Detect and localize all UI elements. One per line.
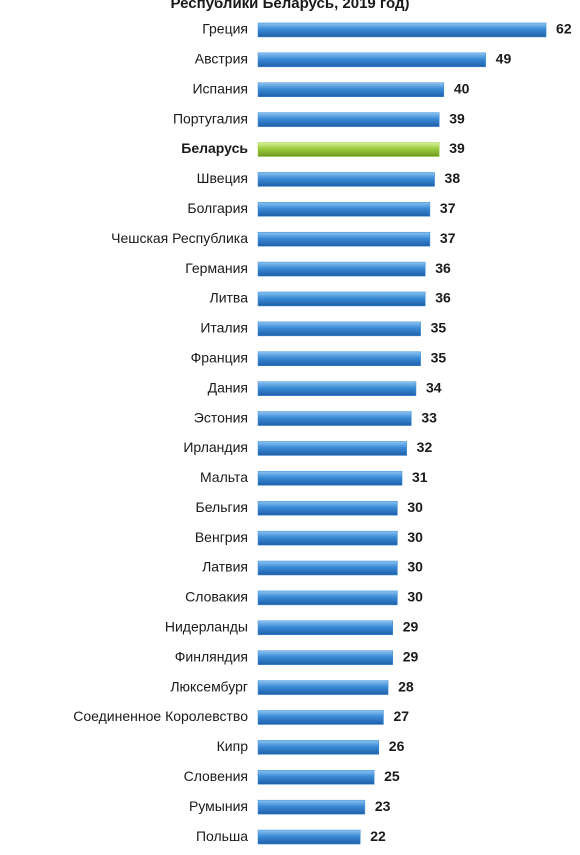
- category-label: Германия: [185, 260, 248, 276]
- category-label: Нидерланды: [165, 619, 248, 635]
- value-label: 26: [389, 738, 405, 754]
- category-label: Италия: [200, 320, 248, 336]
- value-label: 36: [435, 260, 451, 276]
- bar: [257, 441, 407, 456]
- value-label: 29: [403, 648, 419, 664]
- category-label: Болгария: [187, 200, 248, 216]
- value-label: 34: [426, 379, 442, 395]
- category-label: Австрия: [195, 51, 248, 67]
- value-label: 37: [440, 230, 456, 246]
- value-label: 22: [370, 828, 386, 844]
- bar: [257, 471, 403, 486]
- category-label: Латвия: [202, 559, 248, 575]
- value-label: 35: [431, 320, 447, 336]
- bar: [257, 52, 486, 68]
- category-label: Чешская Республика: [111, 230, 248, 246]
- category-label: Эстония: [194, 409, 248, 425]
- bar: [257, 381, 417, 396]
- category-label: Мальта: [200, 469, 248, 485]
- bar: [257, 411, 412, 426]
- bar: [257, 22, 547, 38]
- bar: [257, 530, 398, 546]
- category-label: Литва: [210, 290, 249, 306]
- bar: [257, 590, 398, 606]
- value-label: 30: [407, 499, 423, 515]
- category-label: Люксембург: [170, 678, 248, 694]
- value-label: 33: [421, 409, 437, 425]
- category-label: Португалия: [173, 110, 248, 126]
- value-label: 31: [412, 469, 428, 485]
- category-label: Словакия: [185, 589, 248, 605]
- bar: [257, 680, 389, 695]
- value-label: 39: [449, 110, 465, 126]
- bar: [257, 291, 426, 307]
- category-label: Словения: [184, 768, 248, 784]
- category-label: Беларусь: [181, 140, 248, 156]
- bar: [257, 710, 384, 725]
- category-label: Румыния: [189, 798, 248, 814]
- value-label: 28: [398, 678, 414, 694]
- category-label: Дания: [208, 379, 248, 395]
- bar: [257, 740, 380, 755]
- value-label: 40: [454, 80, 470, 96]
- bar: [257, 770, 375, 785]
- value-label: 49: [496, 51, 512, 67]
- bar: [257, 112, 440, 127]
- value-label: 37: [440, 200, 456, 216]
- value-label: 30: [407, 529, 423, 545]
- value-label: 35: [431, 349, 447, 365]
- value-label: 38: [445, 170, 461, 186]
- bar: [257, 560, 398, 576]
- value-label: 30: [407, 589, 423, 605]
- bar: [257, 650, 393, 665]
- bar: [257, 142, 440, 157]
- category-label: Финляндия: [175, 648, 248, 664]
- bar: [257, 500, 398, 516]
- value-label: 30: [407, 559, 423, 575]
- value-label: 39: [449, 140, 465, 156]
- category-label: Испания: [192, 80, 248, 96]
- value-label: 62: [556, 21, 572, 37]
- category-label: Польша: [196, 828, 248, 844]
- value-label: 32: [417, 439, 433, 455]
- category-label: Венгрия: [195, 529, 248, 545]
- bar: [257, 321, 421, 337]
- category-label: Греция: [202, 21, 248, 37]
- value-label: 25: [384, 768, 400, 784]
- bar: [257, 82, 445, 97]
- bar: [257, 351, 421, 367]
- category-label: Кипр: [217, 738, 249, 754]
- category-label: Бельгия: [196, 499, 248, 515]
- bar: [257, 829, 361, 845]
- bar: [257, 799, 366, 815]
- category-label: Соединенное Королевство: [73, 708, 248, 724]
- value-label: 27: [393, 708, 409, 724]
- bar: [257, 620, 393, 636]
- category-label: Ирландия: [183, 439, 248, 455]
- value-label: 36: [435, 290, 451, 306]
- bar: [257, 202, 431, 217]
- category-label: Швеция: [197, 170, 248, 186]
- bar: [257, 231, 431, 247]
- category-label: Франция: [191, 349, 248, 365]
- bar: [257, 261, 426, 277]
- chart-title: Республики Беларусь, 2019 год): [171, 0, 410, 12]
- value-label: 23: [375, 798, 391, 814]
- bar: [257, 172, 435, 187]
- value-label: 29: [403, 619, 419, 635]
